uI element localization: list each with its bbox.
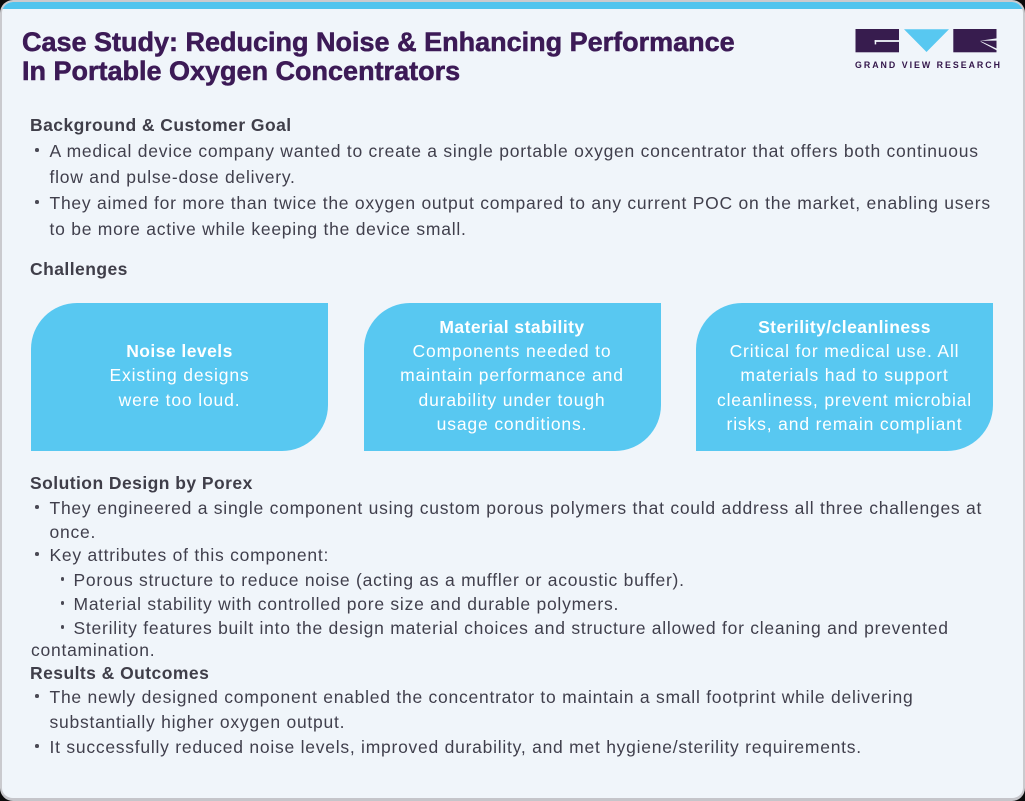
- svg-text:GRAND VIEW RESEARCH: GRAND VIEW RESEARCH: [855, 60, 1002, 70]
